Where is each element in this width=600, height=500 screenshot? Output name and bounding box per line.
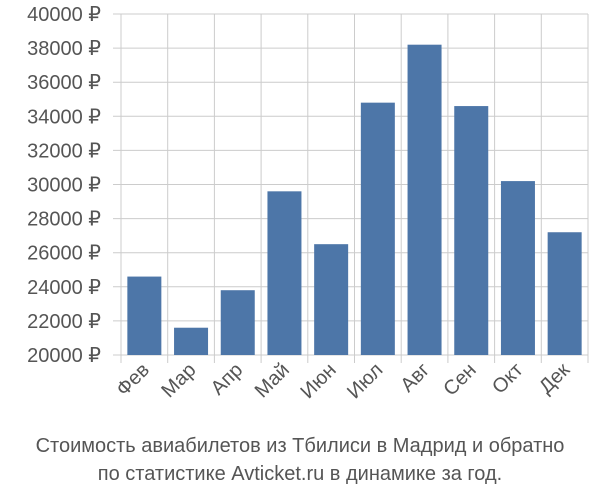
y-tick-label: 34000 ₽ [27,106,101,128]
bar-3 [220,290,255,355]
x-tick-label: Сен [439,359,480,400]
y-tick-label: 36000 ₽ [27,72,101,94]
y-tick-label: 28000 ₽ [27,209,101,231]
x-tick-label: Май [251,359,294,402]
x-tick-label: Авг [396,359,434,397]
y-tick-label: 22000 ₽ [27,311,101,333]
x-tick-label: Дек [535,359,574,398]
bar-9 [500,181,535,355]
bar-5 [314,244,349,355]
y-tick-label: 24000 ₽ [27,277,101,299]
bar-6 [360,102,395,355]
y-tick-label: 30000 ₽ [27,175,101,197]
y-tick-label: 32000 ₽ [27,140,101,162]
y-tick-label: 20000 ₽ [27,345,101,367]
bar-10 [547,232,582,355]
price-bar-chart: 20000 ₽ 22000 ₽ 24000 ₽ 26000 ₽ 28000 ₽ 30000… [27,4,589,403]
x-tick-label: Июл [343,359,387,403]
y-tick-label: 40000 ₽ [27,4,101,26]
chart-caption-line-2: по статистике Avticket.ru в динамике за … [97,463,503,485]
y-tick-label: 38000 ₽ [27,38,101,60]
y-tick-label: 26000 ₽ [27,243,101,265]
bar-2 [174,327,209,355]
bar-7 [407,44,442,355]
x-tick-label: Апр [207,359,248,400]
x-tick-label: Июн [297,359,341,403]
bar-8 [454,106,489,355]
bar-1 [127,276,162,355]
bar-4 [267,191,302,355]
chart-caption-line-1: Стоимость авиабилетов из Тбилиси в Мадри… [35,435,565,457]
x-tick-label: Мар [157,359,200,402]
x-tick-label: Фев [112,359,154,401]
x-tick-label: Окт [488,359,527,398]
